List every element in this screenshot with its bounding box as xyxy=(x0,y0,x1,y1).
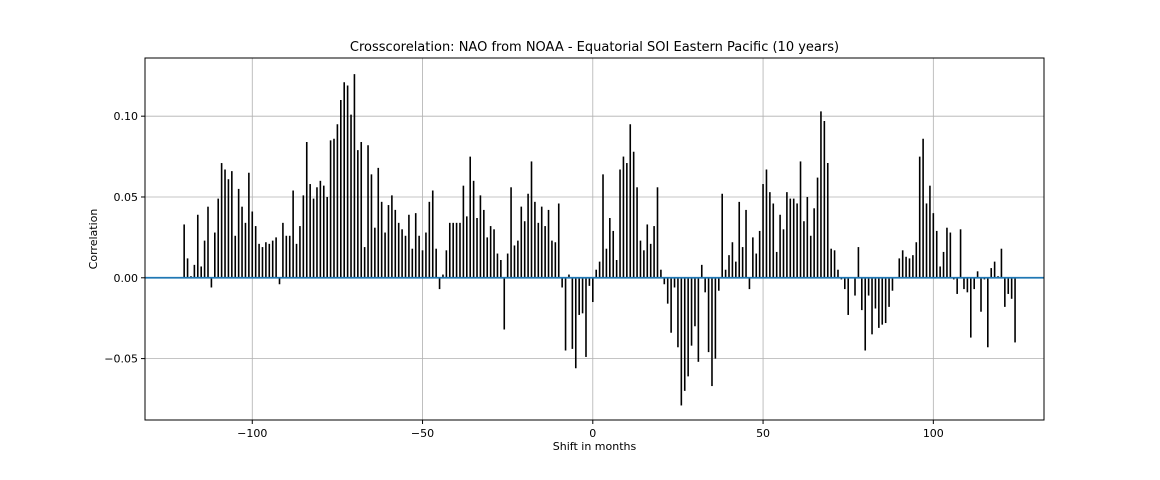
x-tick-label: 50 xyxy=(756,427,770,440)
x-tick-label: −50 xyxy=(411,427,434,440)
bars-layer xyxy=(183,74,1016,406)
y-tick-label: 0.10 xyxy=(114,110,139,123)
y-tick-label: −0.05 xyxy=(104,353,138,366)
ticks-layer: −100 −50 0 50 100 −0.05 0.00 0.05 0.10 xyxy=(104,110,944,440)
x-tick-label: 100 xyxy=(923,427,944,440)
x-axis-label: Shift in months xyxy=(553,440,637,453)
y-tick-label: 0.00 xyxy=(114,272,139,285)
grid-layer xyxy=(145,58,1044,420)
chart-title: Crosscorelation: NAO from NOAA - Equator… xyxy=(350,40,839,55)
x-tick-label: −100 xyxy=(237,427,267,440)
y-tick-label: 0.05 xyxy=(114,191,139,204)
plot-frame xyxy=(144,57,1045,421)
y-axis-label: Correlation xyxy=(87,209,100,270)
x-tick-label: 0 xyxy=(589,427,596,440)
